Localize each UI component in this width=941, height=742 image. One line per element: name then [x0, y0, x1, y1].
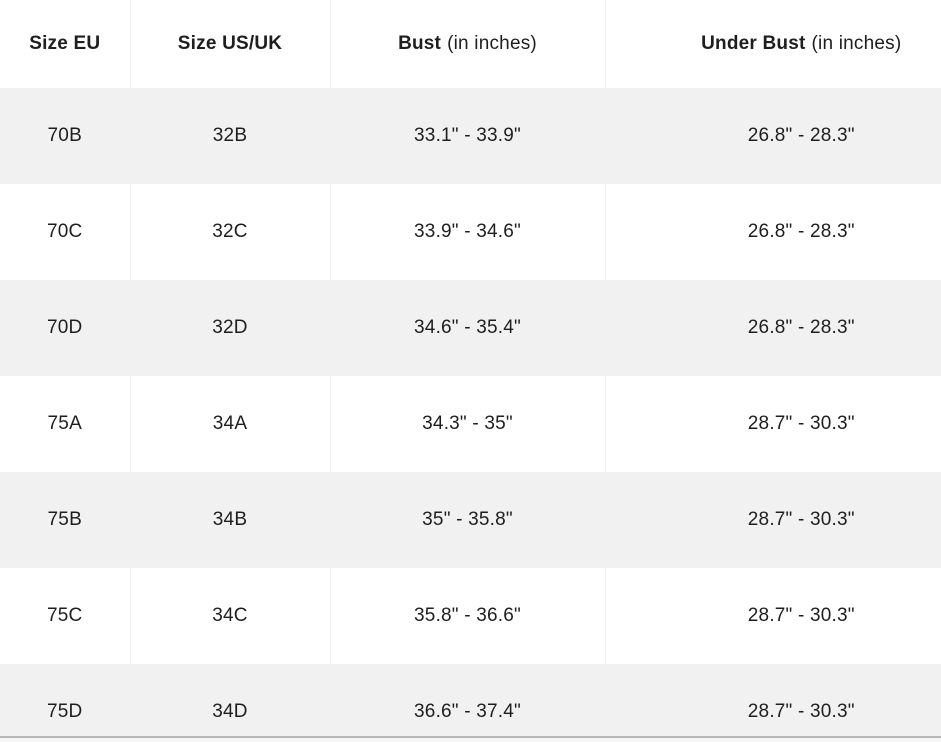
cell-under-bust: 28.7" - 30.3"	[747, 413, 855, 434]
header-label: Bust	[398, 33, 442, 54]
cell-size-eu: 75D	[0, 664, 131, 736]
header-cell-size-usuk: Size US/UK	[130, 0, 331, 88]
cell-size-eu: 75C	[0, 568, 131, 664]
cell-size-eu: 75B	[0, 472, 131, 568]
cell-size-usuk: 32C	[130, 184, 331, 280]
header-sublabel: (in inches)	[811, 33, 902, 54]
cell-bust: 36.6" - 37.4"	[330, 664, 606, 736]
cell-under-bust: 28.7" - 30.3"	[747, 509, 855, 530]
table-bottom-border	[0, 736, 941, 738]
cell-size-usuk: 32D	[130, 280, 331, 376]
header-cell-size-eu: Size EU	[0, 0, 131, 88]
cell-bust: 33.9" - 34.6"	[330, 184, 606, 280]
cell-bust: 33.1" - 33.9"	[330, 88, 606, 184]
cell-bust: 35.8" - 36.6"	[330, 568, 606, 664]
cell-under-bust: 26.8" - 28.3"	[747, 125, 855, 146]
table-row: 75C 34C 35.8" - 36.6" 28.7" - 30.3"	[0, 568, 941, 664]
cell-bust: 34.3" - 35"	[330, 376, 606, 472]
header-label: Size US/UK	[177, 33, 283, 54]
cell-under-bust: 26.8" - 28.3"	[747, 221, 855, 242]
cell-size-eu: 70D	[0, 280, 131, 376]
cell-size-eu: 75A	[0, 376, 131, 472]
page-background-strip	[0, 738, 941, 742]
table-row: 75D 34D 36.6" - 37.4" 28.7" - 30.3"	[0, 664, 941, 736]
header-label: Under Bust	[701, 33, 806, 54]
cell-size-usuk: 34C	[130, 568, 331, 664]
cell-under-bust: 28.7" - 30.3"	[747, 605, 855, 626]
cell-size-usuk: 34D	[130, 664, 331, 736]
header-cell-bust: Bust (in inches)	[330, 0, 606, 88]
cell-size-usuk: 32B	[130, 88, 331, 184]
table-header-row: Size EU Size US/UK Bust (in inches) Under…	[0, 0, 941, 88]
table-row: 70B 32B 33.1" - 33.9" 26.8" - 28.3"	[0, 88, 941, 184]
cell-size-eu: 70B	[0, 88, 131, 184]
cell-bust: 35" - 35.8"	[330, 472, 606, 568]
header-sublabel: (in inches)	[447, 33, 537, 54]
cell-size-eu: 70C	[0, 184, 131, 280]
cell-under-bust: 26.8" - 28.3"	[747, 317, 855, 338]
header-cell-under-bust: Under Bust (in inches)	[605, 0, 941, 88]
table-row: 75B 34B 35" - 35.8" 28.7" - 30.3"	[0, 472, 941, 568]
table-row: 70C 32C 33.9" - 34.6" 26.8" - 28.3"	[0, 184, 941, 280]
table-row: 75A 34A 34.3" - 35" 28.7" - 30.3"	[0, 376, 941, 472]
cell-bust: 34.6" - 35.4"	[330, 280, 606, 376]
cell-under-bust: 28.7" - 30.3"	[747, 701, 855, 722]
header-label: Size EU	[29, 33, 101, 54]
cell-size-usuk: 34B	[130, 472, 331, 568]
table-row: 70D 32D 34.6" - 35.4" 26.8" - 28.3"	[0, 280, 941, 376]
cell-size-usuk: 34A	[130, 376, 331, 472]
